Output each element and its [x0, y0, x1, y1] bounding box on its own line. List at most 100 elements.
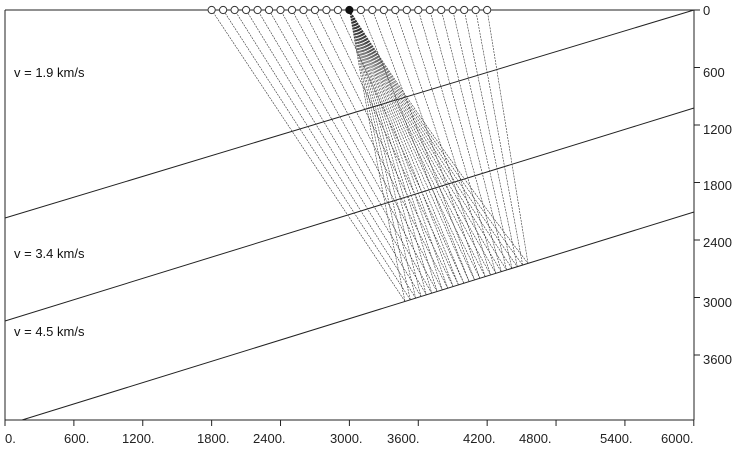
receiver-marker [425, 5, 434, 15]
ray-up [395, 9, 486, 277]
layer-1-velocity-label: v = 1.9 km/s [14, 65, 85, 80]
ray-down [349, 9, 438, 292]
ray-up [360, 9, 470, 282]
ray-up [245, 9, 422, 297]
ray-down [349, 9, 497, 274]
ray-down [349, 9, 481, 279]
receiver-marker [368, 5, 377, 15]
ray-up [486, 9, 529, 264]
x-tick-label: 3000. [330, 431, 363, 446]
depth-axis-ticks [694, 9, 700, 356]
receiver-marker [437, 5, 446, 15]
receiver-marker [402, 5, 411, 15]
receiver-marker [356, 5, 365, 15]
receiver-marker [207, 5, 216, 15]
ray-up [440, 9, 507, 271]
receiver-marker [241, 5, 251, 15]
ray-up [257, 9, 427, 295]
depth-tick-label: 1800 [703, 178, 732, 193]
x-tick-label: 1800. [197, 431, 230, 446]
ray-down [349, 9, 507, 271]
receiver-array [207, 5, 492, 15]
receiver-marker [276, 5, 285, 15]
source-marker [345, 5, 354, 15]
ray-up [383, 9, 481, 279]
x-tick-label: 4800. [519, 431, 552, 446]
interface-1 [4, 9, 695, 219]
ray-down [349, 9, 422, 297]
receiver-marker [322, 5, 331, 15]
ray-up [291, 9, 443, 291]
ray-up [280, 9, 438, 292]
ray-up [429, 9, 502, 272]
receiver-marker [379, 5, 388, 15]
receiver-marker [264, 5, 274, 15]
receiver-marker [230, 5, 239, 15]
receiver-marker [333, 5, 343, 15]
ray-up [268, 9, 432, 294]
ray-down [349, 9, 454, 287]
receiver-marker [460, 5, 469, 15]
ray-up [406, 9, 491, 276]
x-tick-label: 3600. [387, 431, 420, 446]
ray-up [303, 9, 449, 289]
depth-tick-label: 600 [703, 65, 725, 80]
ray-down [349, 9, 465, 284]
ray-up [211, 9, 406, 302]
ray-down [349, 9, 427, 295]
receiver-marker [391, 5, 400, 15]
ray-up [234, 9, 416, 299]
receiver-marker [253, 5, 262, 15]
ray-down [349, 9, 443, 290]
receiver-marker [310, 5, 320, 15]
ray-down [349, 9, 449, 289]
ray-up [326, 9, 459, 286]
receiver-marker [287, 5, 297, 15]
x-tick-label: 0. [5, 431, 16, 446]
ray-up [452, 9, 513, 269]
ray-down [349, 9, 459, 286]
ray-down [349, 9, 529, 264]
depth-tick-label: 3000 [703, 295, 732, 310]
receiver-marker [414, 5, 423, 15]
receiver-marker [219, 5, 228, 15]
ray-down [349, 9, 523, 266]
ray-down [349, 9, 502, 272]
x-tick-label: 600. [64, 431, 89, 446]
ray-down [349, 9, 470, 282]
ray-up [372, 9, 475, 281]
depth-tick-label: 3600 [703, 352, 732, 367]
receiver-marker [448, 5, 457, 15]
receiver-marker [471, 5, 480, 15]
ray-down [349, 9, 475, 281]
ray-down [349, 9, 513, 269]
depth-tick-label: 0 [703, 3, 710, 18]
ray-up [337, 9, 465, 284]
ray-up [314, 9, 454, 287]
ray-up [475, 9, 523, 266]
ray-up [222, 9, 411, 300]
x-tick-label: 5400. [600, 431, 633, 446]
ray-down [349, 9, 406, 302]
interface-2 [4, 107, 695, 322]
x-tick-label: 6000. [661, 431, 694, 446]
x-tick-label: 2400. [253, 431, 286, 446]
interface-3 [21, 211, 695, 421]
ray-down [349, 9, 416, 299]
x-tick-label: 4200. [463, 431, 496, 446]
ray-paths [211, 9, 529, 302]
ray-down [349, 9, 433, 294]
x-axis-ticks [4, 420, 695, 426]
layer-2-velocity-label: v = 3.4 km/s [14, 246, 85, 261]
ray-down [349, 9, 491, 276]
receiver-marker [483, 5, 492, 15]
layer-3-velocity-label: v = 4.5 km/s [14, 324, 85, 339]
ray-up [417, 9, 497, 274]
ray-up [463, 9, 518, 267]
receiver-marker [299, 5, 308, 15]
x-tick-label: 1200. [122, 431, 155, 446]
depth-tick-label: 2400 [703, 235, 732, 250]
depth-tick-label: 1200 [703, 122, 732, 137]
